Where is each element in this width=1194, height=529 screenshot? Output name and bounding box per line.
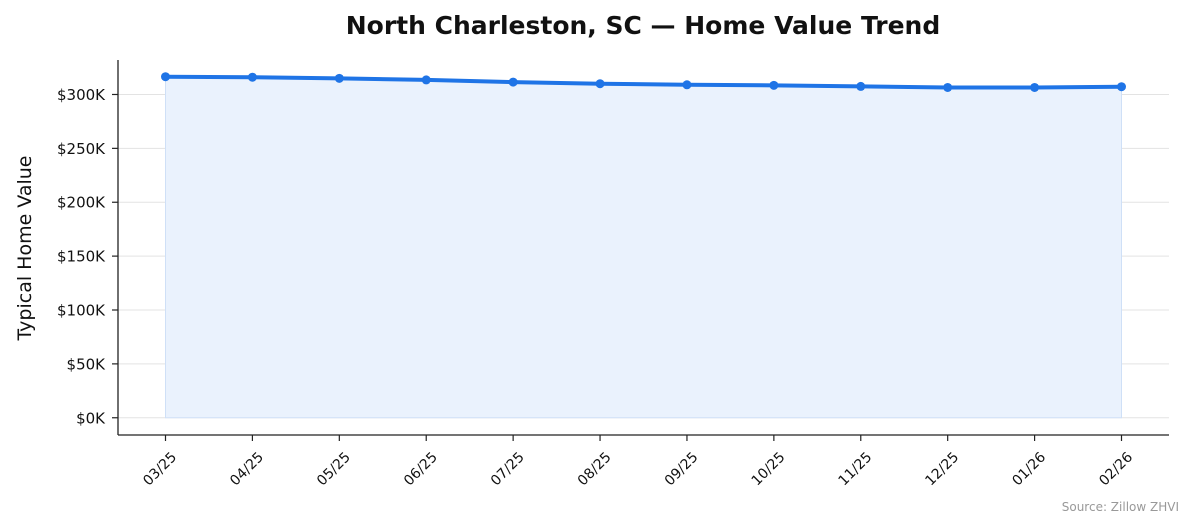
data-point — [856, 81, 866, 91]
y-tick-label: $250K — [57, 140, 106, 158]
data-point — [247, 72, 257, 82]
data-point — [769, 80, 779, 90]
y-tick-label: $150K — [57, 248, 106, 266]
data-point — [508, 77, 518, 87]
x-tick-label: 08/25 — [575, 449, 615, 489]
data-point — [595, 79, 605, 89]
axes — [117, 60, 1169, 436]
area-fill — [165, 76, 1122, 419]
y-axis-label: Typical Home Value — [14, 156, 36, 342]
source-note: Source: Zillow ZHVI — [1062, 500, 1179, 514]
x-tick-label: 03/25 — [140, 449, 180, 489]
y-tick-label: $50K — [67, 355, 107, 373]
series-layer — [161, 72, 1126, 92]
area-layer — [165, 76, 1122, 419]
data-point — [421, 75, 431, 85]
x-tick-label: 01/26 — [1009, 449, 1049, 489]
y-tick-label: $300K — [57, 86, 106, 104]
data-point — [682, 80, 692, 90]
y-tick-label: $0K — [76, 409, 106, 427]
x-tick-label: 09/25 — [662, 449, 702, 489]
x-tick-label: 05/25 — [314, 449, 354, 489]
y-tick-label: $100K — [57, 302, 106, 320]
y-tick-label: $200K — [57, 194, 106, 212]
data-point — [334, 73, 344, 83]
series-line — [163, 74, 1124, 90]
x-tick-label: 06/25 — [401, 449, 441, 489]
x-ticks: 03/25 04/25 05/25 06/25 07/25 08/25 09/25 10/25… — [140, 435, 1136, 489]
y-ticks: $0K $50K $100K $150K $200K $250K $300K — [57, 86, 118, 427]
data-point — [943, 82, 953, 92]
data-point — [161, 72, 170, 82]
x-tick-label: 02/26 — [1096, 449, 1136, 489]
x-tick-label: 11/25 — [836, 449, 876, 489]
x-tick-label: 04/25 — [227, 449, 267, 489]
x-tick-label: 12/25 — [922, 449, 962, 489]
chart-title: North Charleston, SC — Home Value Trend — [346, 11, 940, 40]
data-point — [1030, 82, 1040, 92]
data-point — [1117, 82, 1126, 92]
x-tick-label: 10/25 — [749, 449, 789, 489]
x-tick-label: 07/25 — [488, 449, 528, 489]
